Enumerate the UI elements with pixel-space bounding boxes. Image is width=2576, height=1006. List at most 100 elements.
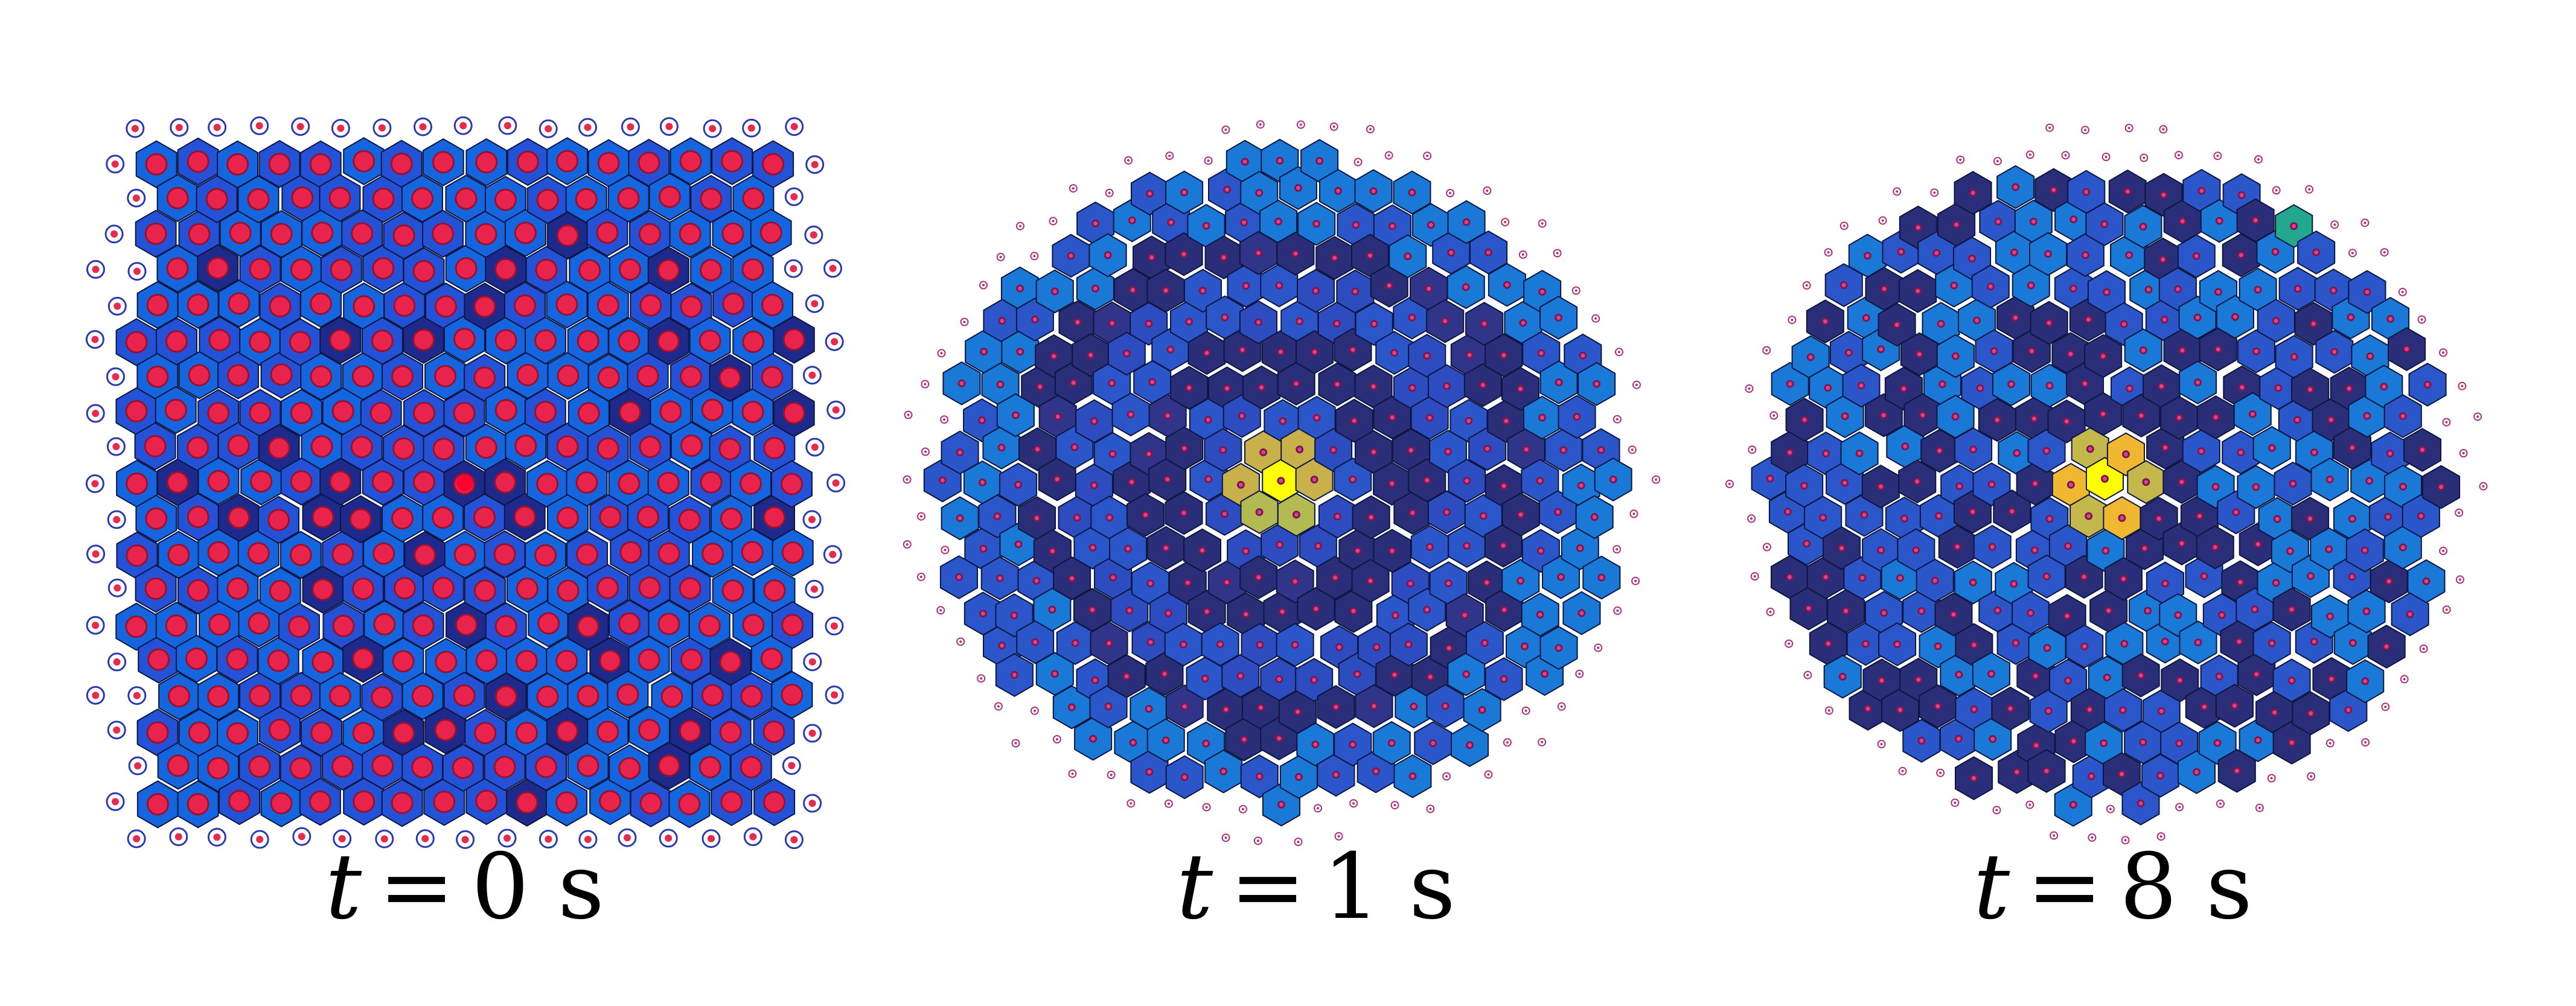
cell-nucleus: [1352, 221, 1360, 229]
boundary-marker-dot: [545, 125, 552, 133]
cell-nucleus: [1915, 350, 1923, 358]
cell-nucleus: [741, 401, 764, 424]
cell-nucleus: [267, 436, 290, 459]
cell-nucleus: [391, 365, 414, 388]
cell-nucleus: [473, 295, 496, 318]
cell-nucleus: [1296, 317, 1304, 325]
cell-nucleus: [1087, 351, 1095, 359]
cell-nucleus: [1478, 705, 1486, 714]
cell-nucleus: [536, 473, 559, 495]
cell-nucleus: [1803, 540, 1811, 548]
cell-nucleus: [2064, 542, 2072, 550]
boundary-marker-dot: [132, 194, 140, 202]
cell-nucleus: [207, 685, 230, 708]
cell-nucleus: [2099, 410, 2108, 418]
cell-nucleus: [187, 150, 209, 173]
boundary-marker-dot: [1130, 802, 1133, 805]
cell-nucleus: [1987, 480, 1996, 489]
cell-nucleus: [1917, 736, 1926, 745]
cell-nucleus: [1129, 739, 1137, 747]
cell-nucleus: [742, 187, 765, 210]
cell-nucleus: [1314, 542, 1322, 550]
cell-nucleus: [1162, 544, 1170, 552]
cell-nucleus: [1408, 313, 1416, 322]
cell-nucleus: [1185, 384, 1194, 392]
cell-nucleus: [576, 543, 598, 566]
cell-nucleus: [698, 614, 721, 637]
cell-nucleus: [2085, 705, 2094, 714]
cell-nucleus: [1236, 672, 1245, 680]
cell-nucleus: [1221, 313, 1229, 322]
cell-nucleus: [227, 364, 250, 387]
cell-nucleus: [145, 153, 168, 176]
cell-nucleus: [2042, 767, 2051, 775]
boundary-marker-dot: [829, 264, 837, 272]
cell-nucleus: [1390, 670, 1399, 679]
cell-nucleus: [1274, 217, 1282, 226]
boundary-marker-dot: [2442, 351, 2444, 354]
cell-nucleus: [312, 578, 334, 601]
cell-nucleus: [2347, 313, 2355, 322]
boundary-marker-dot: [627, 123, 634, 131]
boundary-marker-dot: [1827, 709, 1830, 712]
cell-nucleus: [2254, 540, 2262, 549]
cell-nucleus: [1577, 609, 1586, 617]
cell-nucleus: [372, 257, 395, 280]
cell-nucleus: [2211, 483, 2220, 491]
cell-nucleus: [2008, 507, 2016, 515]
cell-nucleus: [1990, 347, 1998, 355]
cell-nucleus: [1500, 606, 1509, 614]
cell-nucleus: [516, 722, 538, 744]
cell-nucleus: [166, 257, 189, 280]
cell-nucleus: [1425, 413, 1434, 422]
cell-nucleus: [207, 470, 230, 492]
cell-nucleus: [1462, 283, 1470, 291]
cell-nucleus: [1954, 734, 1963, 743]
cell-nucleus: [721, 222, 744, 245]
cell-nucleus: [2045, 381, 2054, 390]
cell-nucleus: [1969, 508, 1977, 516]
boundary-marker-dot: [1765, 349, 1768, 352]
cell-nucleus: [1109, 573, 1117, 582]
cell-nucleus: [1294, 708, 1302, 716]
cell-nucleus: [1279, 417, 1287, 425]
boundary-marker-dot: [1748, 387, 1751, 390]
cell-nucleus: [1391, 611, 1399, 620]
cell-nucleus: [1334, 186, 1342, 195]
cell-nucleus: [2178, 217, 2187, 226]
boundary-marker-dot: [906, 543, 909, 546]
cell-nucleus: [1407, 446, 1415, 454]
boundary-marker-dot: [808, 800, 816, 807]
cell-nucleus: [312, 651, 334, 673]
cell-nucleus: [247, 188, 270, 211]
cell-nucleus: [352, 722, 375, 745]
cell-nucleus: [1311, 740, 1320, 749]
cell-nucleus: [1259, 448, 1268, 456]
cell-nucleus: [2082, 188, 2091, 196]
cell-nucleus: [453, 402, 476, 424]
boundary-marker-dot: [810, 585, 818, 593]
cell-nucleus: [144, 222, 167, 245]
cell-nucleus: [2012, 638, 2020, 647]
cell-nucleus: [1048, 605, 1056, 614]
cell-nucleus: [434, 365, 457, 387]
boundary-marker-dot: [1487, 773, 1490, 776]
boundary-marker-dot: [1072, 187, 1075, 190]
cell-nucleus: [227, 435, 250, 457]
boundary-marker-dot: [808, 515, 816, 523]
boundary-marker-dot: [134, 762, 142, 769]
boundary-marker-dot: [503, 834, 511, 842]
boundary-marker-dot: [1578, 672, 1581, 675]
cell-nucleus: [1463, 541, 1471, 550]
cell-nucleus: [1786, 448, 1794, 457]
boundary-marker-dot: [2462, 452, 2465, 454]
cell-nucleus: [1841, 412, 1849, 421]
boundary-marker-dot: [831, 691, 839, 699]
cell-nucleus: [494, 471, 517, 494]
cell-nucleus: [310, 721, 333, 744]
boundary-marker-dot: [959, 640, 962, 643]
boundary-marker-dot: [337, 124, 345, 132]
cell-nucleus: [1180, 773, 1189, 782]
cell-nucleus: [1901, 442, 1910, 451]
boundary-marker-dot: [1806, 673, 1809, 677]
